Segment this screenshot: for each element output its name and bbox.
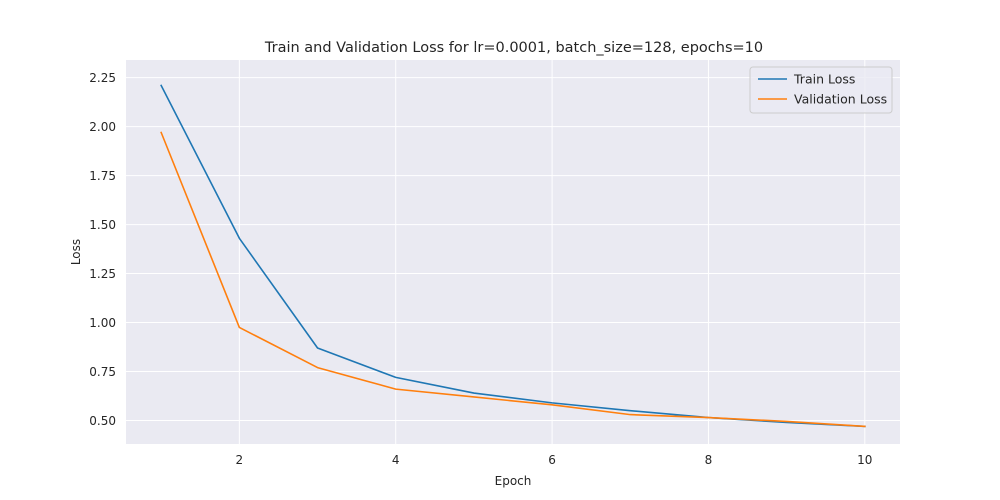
y-tick-label: 2.25 (89, 71, 116, 85)
series-group (160, 84, 866, 428)
y-axis-label: Loss (69, 239, 83, 265)
y-tick-label: 2.00 (89, 120, 116, 134)
tick-labels: 2 4 6 8 10 0.50 0.75 1.00 1.25 1.50 1.75 2.00 2.25 (89, 71, 872, 467)
legend-label-validation-loss: Validation Loss (794, 92, 887, 107)
chart-title: Train and Validation Loss for lr=0.0001,… (264, 40, 763, 56)
y-tick-label: 1.00 (89, 316, 116, 330)
x-tick-label: 2 (236, 453, 244, 467)
x-tick-label: 8 (705, 453, 713, 467)
x-axis-label: Epoch (495, 474, 532, 488)
y-tick-label: 1.50 (89, 218, 116, 232)
x-tick-label: 4 (392, 453, 400, 467)
y-tick-label: 1.25 (89, 267, 116, 281)
series-line-validation-loss (160, 131, 866, 428)
y-tick-label: 0.50 (89, 414, 116, 428)
y-tick-label: 0.75 (89, 365, 116, 379)
y-tick-label: 1.75 (89, 169, 116, 183)
plot-area (126, 60, 900, 444)
legend: Train Loss Validation Loss (749, 66, 893, 114)
grid (126, 60, 900, 444)
x-tick-label: 10 (857, 453, 872, 467)
legend-label-train-loss: Train Loss (793, 72, 855, 87)
x-tick-label: 6 (548, 453, 556, 467)
